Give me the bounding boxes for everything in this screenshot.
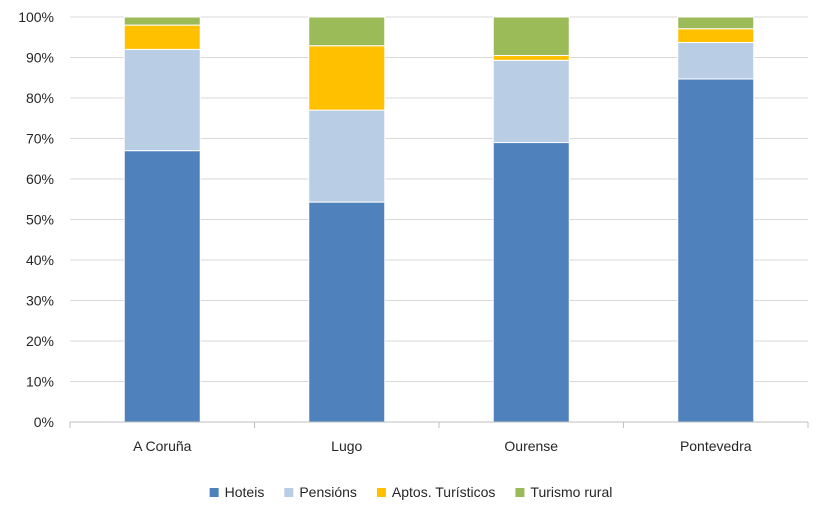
legend-swatch: [515, 488, 525, 497]
bar-segment: [123, 16, 201, 26]
bar-segment: [492, 59, 570, 144]
category-label: Lugo: [331, 438, 362, 454]
category-label: Ourense: [504, 438, 558, 454]
bar-segment: [308, 201, 386, 423]
legend: Hoteis Pensións Aptos. Turísticos Turismo r…: [209, 484, 612, 500]
y-tick-label: 40%: [26, 252, 54, 268]
bars: [123, 16, 755, 423]
bar-segment: [308, 45, 386, 111]
bar-segment: [123, 24, 201, 50]
legend-label: Aptos. Turísticos: [392, 484, 495, 500]
legend-label: Pensións: [299, 484, 357, 500]
bar-segment: [492, 142, 570, 423]
bar-segment: [308, 16, 386, 47]
x-axis-category-labels: A Coruña Lugo Ourense Pontevedra: [133, 438, 752, 454]
category-label: A Coruña: [133, 438, 192, 454]
y-tick-label: 50%: [26, 212, 54, 228]
bar-segment: [677, 28, 755, 44]
category-label: Pontevedra: [680, 438, 752, 454]
legend-swatch: [284, 488, 294, 497]
y-tick-label: 60%: [26, 171, 54, 187]
legend-swatch: [376, 488, 386, 497]
bar-segment: [123, 48, 201, 152]
y-tick-label: 0%: [34, 414, 54, 430]
legend-swatch: [209, 488, 219, 497]
bar-segment: [123, 150, 201, 423]
bar-segment: [308, 109, 386, 203]
x-axis: [69, 421, 809, 428]
y-tick-label: 70%: [26, 131, 54, 147]
y-tick-label: 10%: [26, 374, 54, 390]
legend-label: Turismo rural: [530, 484, 612, 500]
bar-segment: [677, 16, 755, 30]
legend-label: Hoteis: [225, 484, 265, 500]
y-axis-tick-labels: 0% 10% 20% 30% 40% 50% 60% 70% 80% 90% 100%: [18, 9, 54, 430]
y-tick-label: 80%: [26, 90, 54, 106]
bar-segment: [677, 42, 755, 80]
bar-segment: [492, 54, 570, 61]
y-tick-label: 90%: [26, 50, 54, 66]
y-tick-label: 30%: [26, 293, 54, 309]
bar-segment: [677, 78, 755, 423]
y-tick-label: 100%: [18, 9, 54, 25]
bar-segment: [492, 16, 570, 56]
y-tick-label: 20%: [26, 333, 54, 349]
